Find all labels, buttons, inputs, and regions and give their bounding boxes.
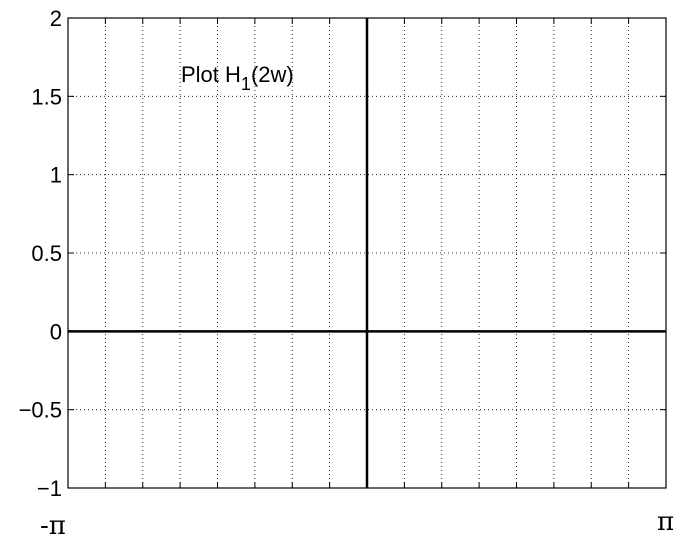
axis-ticks (68, 17, 666, 489)
data-series (68, 18, 666, 488)
annotation-prefix: Plot H (181, 62, 241, 87)
y-tick-labels: −1 −0.5 0 0.5 1 1.5 2 (19, 6, 62, 501)
y-tick-label: 0.5 (31, 241, 62, 266)
y-tick-label: 1.5 (31, 84, 62, 109)
y-tick-label: 1 (50, 163, 62, 188)
y-tick-label: 0 (50, 319, 62, 344)
x-tick-label-right: π (657, 507, 674, 537)
plot-annotation: Plot H1(2w) (181, 62, 294, 94)
annotation-subscript: 1 (241, 74, 251, 94)
y-tick-label: −0.5 (19, 398, 62, 423)
y-tick-label: 2 (50, 6, 62, 31)
y-tick-label: −1 (37, 476, 62, 501)
x-tick-label-left: -π (40, 511, 66, 541)
annotation-suffix: (2w) (251, 62, 294, 87)
